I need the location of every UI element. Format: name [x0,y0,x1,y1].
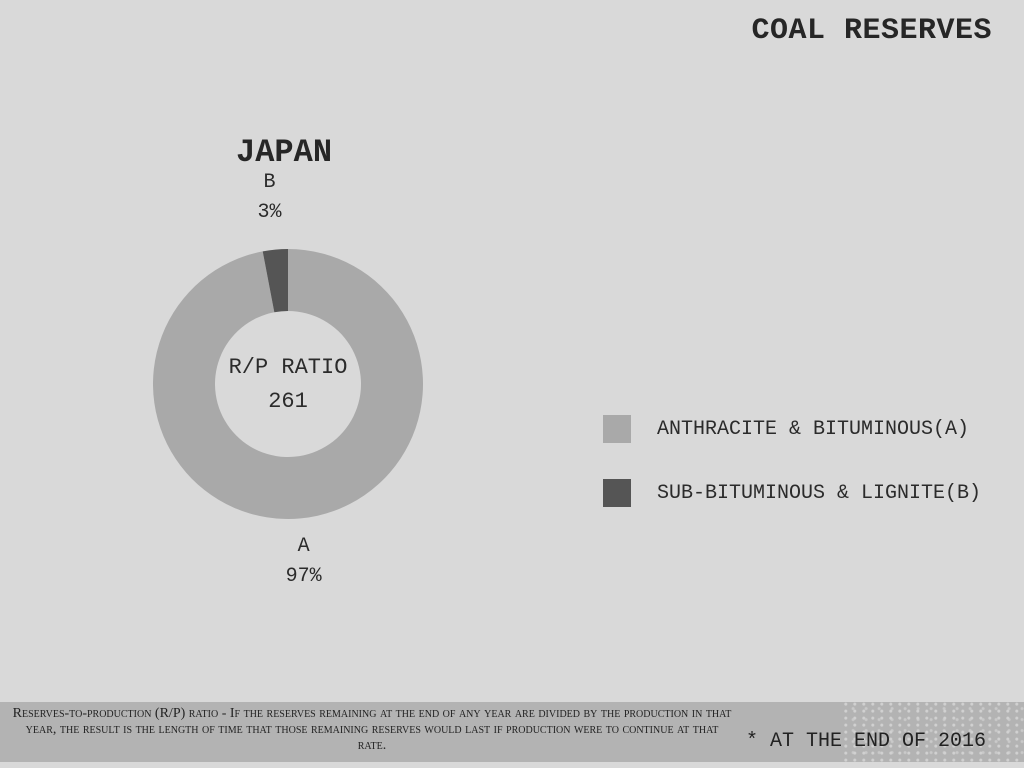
slice-percent-b: 3% [257,200,282,224]
legend: ANTHRACITE & BITUMINOUS(A) SUB-BITUMINOU… [603,414,981,542]
legend-label-a: ANTHRACITE & BITUMINOUS(A) [657,417,970,441]
footer-band [0,702,1024,762]
center-value: 261 [268,389,308,414]
donut-slice-b [262,249,288,313]
footer-texture [844,702,1024,762]
date-note: * AT THE END OF 2016 [745,730,986,753]
center-label: R/P RATIO [228,355,348,380]
legend-label-b: SUB-BITUMINOUS & LIGNITE(B) [657,481,982,505]
donut-chart [152,249,423,519]
footnote-text: Reserves-to-production (R/P) ratio - If … [12,706,732,753]
slice-percent-a: 97% [285,565,322,589]
legend-swatch-a [603,415,631,443]
chart-title: JAPAN [236,134,333,171]
legend-item-a: ANTHRACITE & BITUMINOUS(A) [603,414,981,444]
slice-label-b: B [263,170,276,194]
donut-slice-a [152,249,423,519]
slice-label-a: A [297,535,310,559]
page-title: COAL RESERVES [751,14,992,48]
legend-item-b: SUB-BITUMINOUS & LIGNITE(B) [603,478,981,508]
legend-swatch-b [603,479,631,507]
